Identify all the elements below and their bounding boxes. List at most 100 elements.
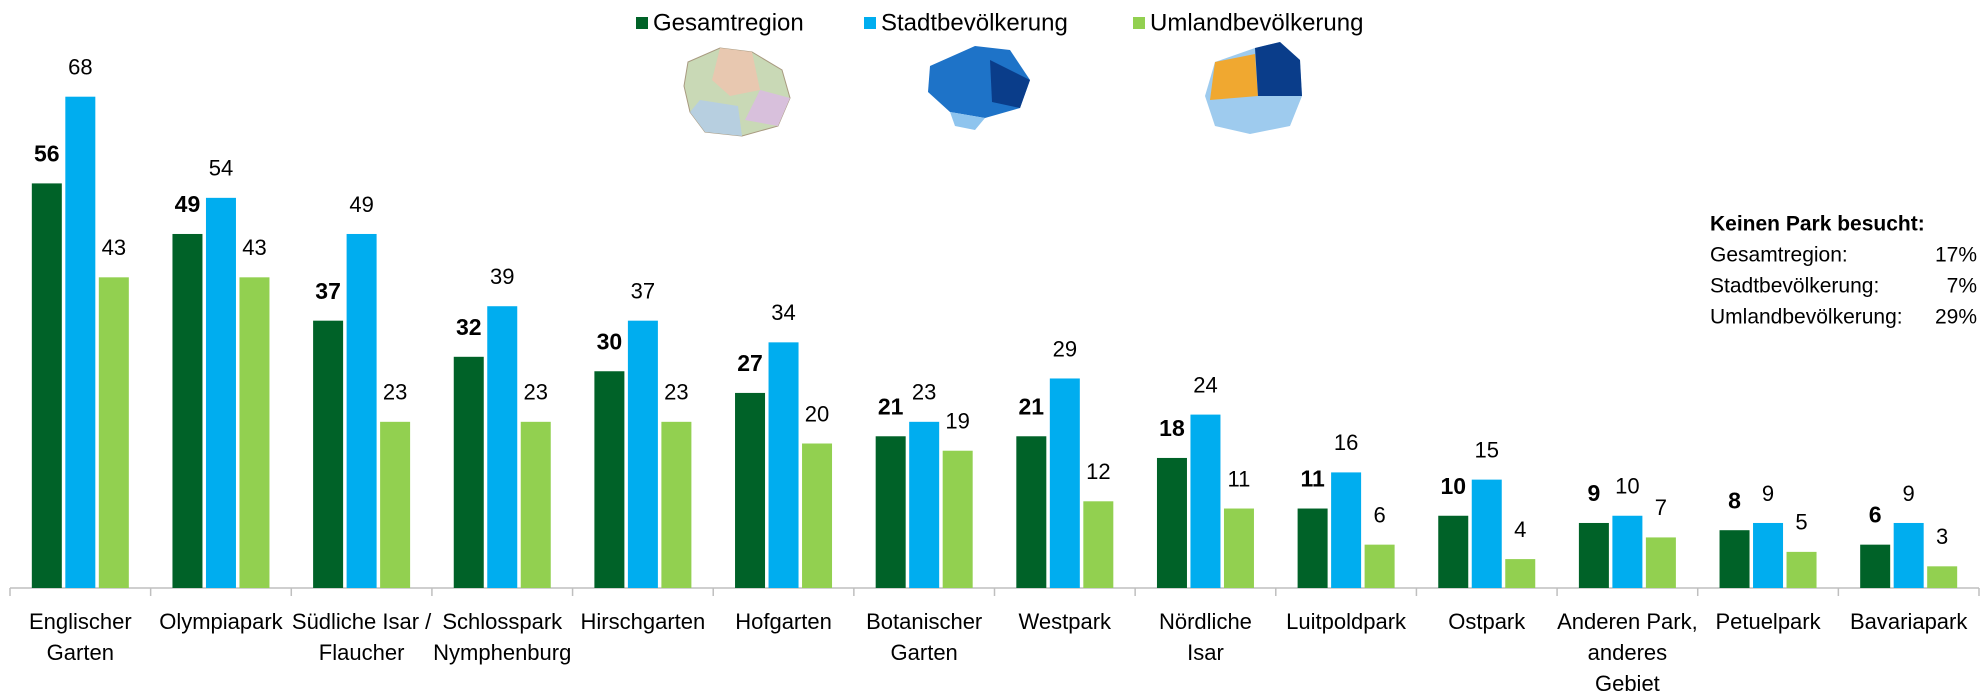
bar <box>661 421 692 588</box>
annotation-title: Keinen Park besucht: <box>1710 213 1925 236</box>
data-label: 56 <box>34 140 60 166</box>
data-label: 54 <box>209 156 233 181</box>
legend-swatch <box>636 17 648 29</box>
annotation-label: Umlandbevölkerung: <box>1710 306 1903 329</box>
bar <box>313 320 344 588</box>
legend-swatch <box>864 17 876 29</box>
bar <box>909 421 940 588</box>
bar <box>1471 479 1502 588</box>
data-label: 5 <box>1795 510 1807 535</box>
x-tick-label: Englischer Garten <box>28 609 132 665</box>
data-label: 68 <box>68 55 92 80</box>
bar <box>1156 457 1187 588</box>
data-label: 19 <box>945 409 969 434</box>
data-label: 10 <box>1440 473 1466 499</box>
data-label: 27 <box>737 350 763 376</box>
bar <box>65 96 96 588</box>
annotation-value: 17% <box>1935 244 1977 267</box>
bar <box>802 443 833 588</box>
legend-swatch <box>1133 17 1145 29</box>
data-label: 37 <box>315 278 341 304</box>
bar <box>380 421 411 588</box>
bar <box>1438 515 1469 588</box>
data-label: 18 <box>1159 415 1185 441</box>
data-label: 6 <box>1373 502 1385 527</box>
data-label: 9 <box>1587 480 1600 506</box>
bar <box>1016 436 1047 588</box>
x-tick-label: Nördliche Isar <box>1158 609 1252 665</box>
bar <box>1719 530 1750 588</box>
data-label: 10 <box>1615 474 1639 499</box>
data-label: 43 <box>102 235 126 260</box>
x-tick-label: Schlosspark Nymphenburg <box>433 609 572 665</box>
data-label: 39 <box>490 264 514 289</box>
bar <box>1297 508 1328 588</box>
bar <box>1578 522 1609 588</box>
x-tick-label: Luitpoldpark <box>1286 609 1407 634</box>
bar <box>172 233 203 588</box>
data-label: 23 <box>383 380 407 405</box>
bar <box>942 450 973 588</box>
x-tick-label: Hofgarten <box>735 609 832 634</box>
x-tick-label: Anderen Park, anderes Gebiet <box>1557 609 1698 696</box>
bar <box>1190 414 1221 588</box>
bar <box>1786 551 1817 588</box>
data-label: 32 <box>456 314 482 340</box>
map-gesamtregion <box>683 47 791 137</box>
x-tick-label: Ostpark <box>1448 609 1526 634</box>
bar <box>627 320 658 588</box>
bar <box>205 197 236 588</box>
data-label: 4 <box>1514 517 1526 542</box>
bar <box>1331 472 1362 588</box>
data-label: 30 <box>597 328 623 354</box>
data-label: 8 <box>1728 487 1741 513</box>
data-label: 3 <box>1936 524 1948 549</box>
annotation-label: Gesamtregion: <box>1710 244 1848 267</box>
bar <box>1645 537 1676 588</box>
data-label: 12 <box>1086 459 1110 484</box>
legend-label: Umlandbevölkerung <box>1150 9 1363 36</box>
x-tick-label: Westpark <box>1018 609 1112 634</box>
data-label: 15 <box>1475 437 1499 462</box>
bar <box>520 421 551 588</box>
data-label: 43 <box>242 235 266 260</box>
data-label: 20 <box>805 401 829 426</box>
data-label: 11 <box>1300 466 1325 492</box>
bar <box>1049 378 1080 588</box>
bar <box>1083 501 1114 588</box>
bar <box>1893 522 1924 588</box>
data-label: 16 <box>1334 430 1358 455</box>
bar <box>453 356 484 588</box>
annotation-value: 7% <box>1947 275 1977 298</box>
x-tick-label: Bavariapark <box>1849 609 1968 634</box>
bar <box>735 392 766 588</box>
bar <box>875 436 906 588</box>
data-label: 9 <box>1903 481 1915 506</box>
bar <box>1860 544 1891 588</box>
x-tick-label: Botanischer Garten <box>866 609 983 665</box>
x-tick-label: Olympiapark <box>159 609 283 634</box>
data-label: 21 <box>878 393 904 419</box>
data-label: 23 <box>664 380 688 405</box>
legend-label: Stadtbevölkerung <box>881 9 1068 36</box>
annotation-label: Stadtbevölkerung: <box>1710 275 1879 298</box>
map-stadt <box>928 46 1030 130</box>
data-label: 34 <box>771 300 795 325</box>
bar <box>1753 522 1784 588</box>
x-tick-label: Südliche Isar / Flaucher <box>291 609 432 665</box>
data-label: 9 <box>1762 481 1774 506</box>
data-label: 49 <box>349 192 373 217</box>
bar <box>487 306 518 588</box>
bar <box>1505 559 1536 588</box>
bar <box>346 233 377 588</box>
bar <box>98 277 129 588</box>
data-label: 24 <box>1193 372 1217 397</box>
data-label: 6 <box>1869 502 1882 528</box>
annotation-value: 29% <box>1935 306 1977 329</box>
bar <box>31 183 62 588</box>
data-label: 23 <box>524 380 548 405</box>
data-label: 49 <box>175 191 201 217</box>
bar <box>1223 508 1254 588</box>
